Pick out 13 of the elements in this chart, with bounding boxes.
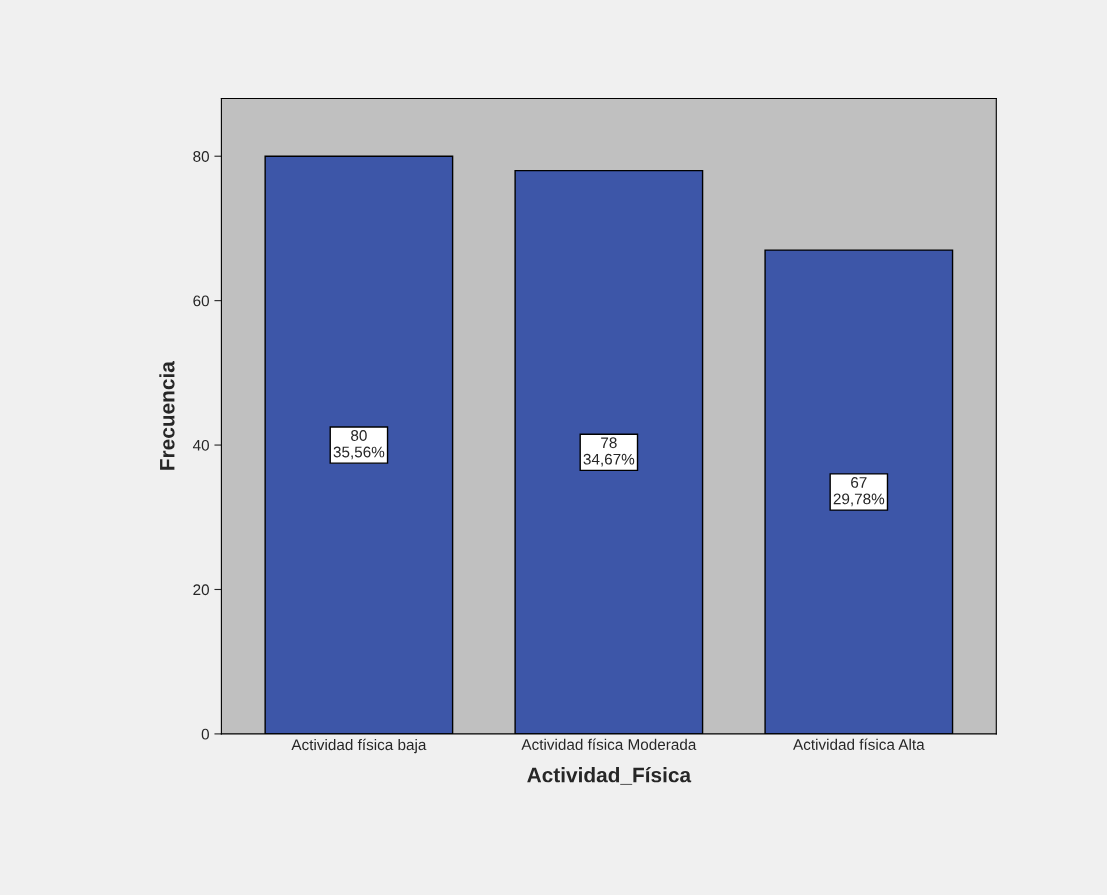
x-axis-title: Actividad_Física [527,766,692,785]
y-tick-label: 40 [192,439,209,451]
data-label: 67 29,78% [833,477,885,507]
data-label: 78 34,67% [583,437,635,467]
x-tick-label: Actividad física Alta [793,738,925,750]
y-tick-label: 20 [193,584,209,596]
y-tick-label: 0 [201,728,209,740]
y-axis-title: Frecuencia [159,361,175,470]
y-tick-label: 60 [193,295,209,307]
y-tick-label: 80 [193,151,209,162]
data-label: 80 35,56% [333,430,385,460]
x-tick-label: Actividad física Moderada [521,738,697,750]
x-tick-label: Actividad física baja [291,738,427,754]
